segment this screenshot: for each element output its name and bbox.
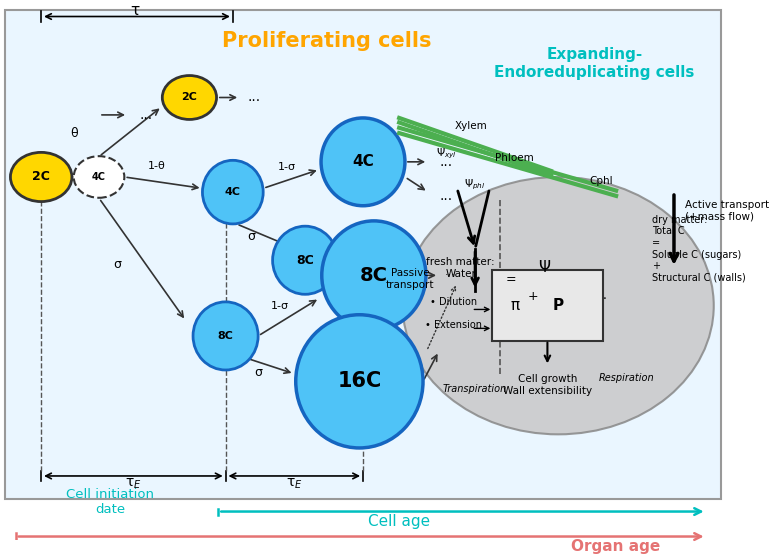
Text: $\Psi_{xyl}$: $\Psi_{xyl}$ [436,147,457,161]
Text: fresh matter:
Water: fresh matter: Water [427,257,495,279]
Text: Transpiration: Transpiration [443,384,507,394]
Ellipse shape [402,177,714,434]
Text: 2C: 2C [182,93,197,102]
Text: Passive
transport: Passive transport [385,268,434,290]
Text: Xylem: Xylem [455,121,488,131]
FancyBboxPatch shape [492,270,603,341]
Text: τ$_E$: τ$_E$ [125,476,142,491]
Text: dry matter:
Total C
=
Soluble C (sugars)
+
Structural C (walls): dry matter: Total C = Soluble C (sugars)… [652,215,746,283]
Text: • Extension: • Extension [425,320,482,330]
Text: =: = [506,273,517,286]
Text: +: + [528,290,538,303]
Text: Proliferating cells: Proliferating cells [222,30,431,51]
Ellipse shape [10,152,72,202]
Text: ...: ... [440,155,453,169]
Circle shape [296,315,423,448]
Circle shape [193,302,258,370]
Text: τ: τ [131,3,140,18]
Text: 16C: 16C [337,371,382,391]
Text: ...: ... [139,108,152,122]
Text: θ: θ [70,126,78,140]
Text: ...: ... [248,90,261,105]
FancyBboxPatch shape [5,11,721,499]
Text: $\Psi_{phl}$: $\Psi_{phl}$ [465,177,486,192]
Text: Ψ: Ψ [538,260,550,275]
Text: 2C: 2C [32,171,50,183]
Text: 8C: 8C [218,331,234,341]
Text: 4C: 4C [225,187,241,197]
Text: Cell initiation
date: Cell initiation date [66,489,154,516]
Text: Phloem: Phloem [496,153,535,163]
Text: π: π [510,298,520,313]
Ellipse shape [162,75,217,120]
Text: P: P [552,298,564,313]
Text: 8C: 8C [360,266,388,285]
Text: τ$_E$: τ$_E$ [286,476,302,491]
Text: Expanding-
Endoreduplicating cells: Expanding- Endoreduplicating cells [494,47,695,80]
Text: Cphl: Cphl [590,176,614,186]
Circle shape [322,221,426,330]
Text: Respiration: Respiration [599,372,655,383]
Text: 4C: 4C [92,172,106,182]
Text: 8C: 8C [296,254,314,266]
Circle shape [273,226,338,294]
Circle shape [203,160,263,224]
Circle shape [321,118,405,206]
Text: Organ age: Organ age [572,539,660,554]
Text: Cell growth
Wall extensibility: Cell growth Wall extensibility [503,375,592,396]
Text: • Dilution: • Dilution [430,297,477,307]
Text: Cell age: Cell age [368,514,430,529]
Text: σ: σ [113,258,121,270]
Text: 1-σ: 1-σ [271,301,289,311]
Text: 4C: 4C [352,155,374,170]
Text: σ: σ [247,229,255,243]
Text: ...: ... [444,266,455,276]
Text: 1-θ: 1-θ [148,161,166,171]
Ellipse shape [74,156,124,198]
Text: ...: ... [440,189,453,203]
Text: Active transport
(+mass flow): Active transport (+mass flow) [685,200,769,222]
Text: σ: σ [254,366,262,379]
Text: 1-σ: 1-σ [278,162,296,172]
